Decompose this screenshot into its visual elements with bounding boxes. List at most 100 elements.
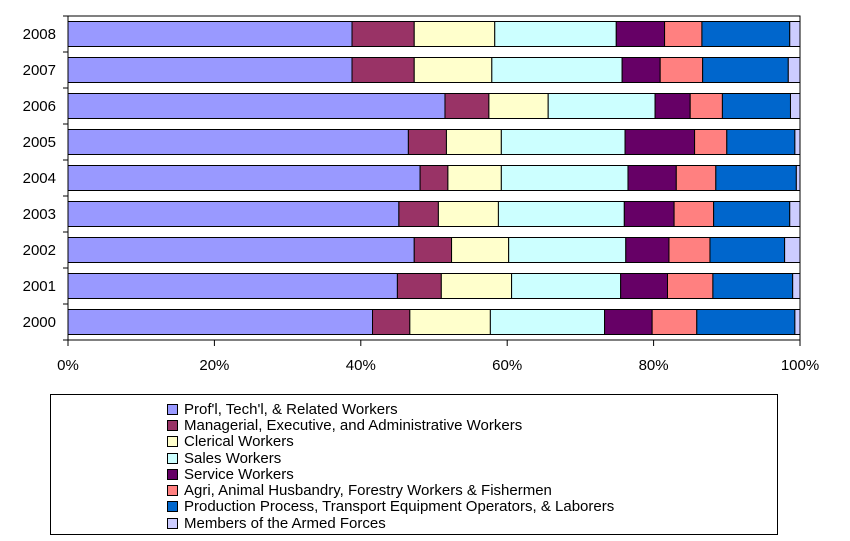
bar-segment <box>409 309 491 335</box>
bar-segment <box>491 57 623 83</box>
legend-label: Production Process, Transport Equipment … <box>184 498 615 516</box>
bar-segment <box>651 309 698 335</box>
bar-segment <box>715 165 797 191</box>
bar-segment <box>445 129 502 155</box>
legend-label: Service Workers <box>184 465 294 483</box>
bar-segment <box>623 201 675 227</box>
bar-segment <box>351 21 415 47</box>
bar-segment <box>627 165 677 191</box>
legend-swatch <box>167 419 178 431</box>
bar-segment <box>67 165 421 191</box>
legend: Prof'l, Tech'l, & Related Workers Manager… <box>50 394 778 535</box>
x-tick-label: 20% <box>199 357 229 374</box>
bar-segment <box>625 237 670 263</box>
legend-label: Agri, Animal Husbandry, Forestry Workers… <box>184 482 552 500</box>
bar-segment <box>794 309 801 335</box>
bar-segment <box>701 21 791 47</box>
bar-segment <box>668 237 711 263</box>
bar-segment <box>721 93 791 119</box>
bar-segment <box>497 201 625 227</box>
y-category-label: 2007 <box>23 62 56 79</box>
y-category-label: 2002 <box>23 242 56 259</box>
bar-segment <box>696 309 796 335</box>
bar-segment <box>659 57 704 83</box>
legend-swatch <box>167 485 178 497</box>
bar-segment <box>67 57 353 83</box>
bar-segment <box>398 201 439 227</box>
bar-segment <box>673 201 715 227</box>
legend-item: Clerical Workers <box>167 433 614 450</box>
bar-segment <box>500 129 626 155</box>
bar-segment <box>789 21 801 47</box>
y-category-label: 2001 <box>23 278 56 295</box>
bar-segment <box>419 165 449 191</box>
bar-segment <box>702 57 789 83</box>
bar-segment <box>440 273 513 299</box>
bar-segment <box>407 129 447 155</box>
bar-segment <box>709 237 786 263</box>
legend-swatch <box>167 501 178 513</box>
bar-segment <box>615 21 666 47</box>
bar-segment <box>67 237 415 263</box>
bar-segment <box>713 201 791 227</box>
bar-segment <box>694 129 728 155</box>
legend-label: Managerial, Executive, and Administrativ… <box>184 416 523 434</box>
bar-segment <box>604 309 653 335</box>
bar-segment <box>67 309 374 335</box>
x-tick-label: 40% <box>346 357 376 374</box>
bar-segment <box>664 21 703 47</box>
bar-segment <box>789 201 801 227</box>
stacked-bar-chart: 0% 20% 40% 60% 80% 100% 2008 2007 2006 2005 2004 20… <box>23 15 819 374</box>
bar-segment <box>795 165 801 191</box>
legend-label: Members of the Armed Forces <box>184 514 386 532</box>
bar-segment <box>787 57 801 83</box>
legend-swatch <box>167 436 178 448</box>
bar-segment <box>413 21 496 47</box>
y-category-label: 2004 <box>23 170 56 187</box>
y-category-label: 2000 <box>23 314 56 331</box>
legend-item: Agri, Animal Husbandry, Forestry Workers… <box>167 482 614 500</box>
bar-segment <box>494 21 617 47</box>
bar-segment <box>508 237 627 263</box>
legend-item: Prof'l, Tech'l, & Related Workers <box>167 400 614 418</box>
x-tick-label: 100% <box>781 357 819 374</box>
bar-segment <box>712 273 794 299</box>
bar-segment <box>67 21 353 47</box>
bar-segment <box>620 273 669 299</box>
legend-item: Production Process, Transport Equipment … <box>167 498 615 516</box>
bar-segment <box>67 201 400 227</box>
legend-label: Sales Workers <box>184 449 282 467</box>
legend-item: Managerial, Executive, and Administrativ… <box>167 416 614 434</box>
bar-segment <box>351 57 415 83</box>
legend-label: Prof'l, Tech'l, & Related Workers <box>184 400 398 418</box>
bar-segment <box>500 165 629 191</box>
bar-segment <box>437 201 499 227</box>
bar-segment <box>447 165 502 191</box>
bar-segment <box>489 309 606 335</box>
bar-segment <box>789 93 801 119</box>
bar-segment <box>654 93 691 119</box>
y-category-label: 2005 <box>23 134 56 151</box>
bar-segment <box>67 273 398 299</box>
bar-segment <box>67 129 409 155</box>
bar-segment <box>726 129 796 155</box>
bar-segment <box>621 57 661 83</box>
bar-segment <box>794 129 801 155</box>
legend-item: Sales Workers <box>167 449 614 467</box>
legend-swatch <box>167 403 178 415</box>
bar-segment <box>667 273 714 299</box>
legend-item: Members of the Armed Forces <box>167 514 614 532</box>
bar-segment <box>675 165 717 191</box>
y-category-label: 2003 <box>23 206 56 223</box>
y-category-label: 2008 <box>23 26 56 43</box>
x-tick-label: 0% <box>57 357 79 374</box>
bar-segment <box>784 237 801 263</box>
x-tick-label: 80% <box>639 357 669 374</box>
bar-segment <box>511 273 622 299</box>
bar-segment <box>413 57 493 83</box>
legend-item: Service Workers <box>167 465 614 483</box>
bar-segment <box>444 93 490 119</box>
legend-swatch <box>167 452 178 464</box>
bar-segment <box>488 93 549 119</box>
